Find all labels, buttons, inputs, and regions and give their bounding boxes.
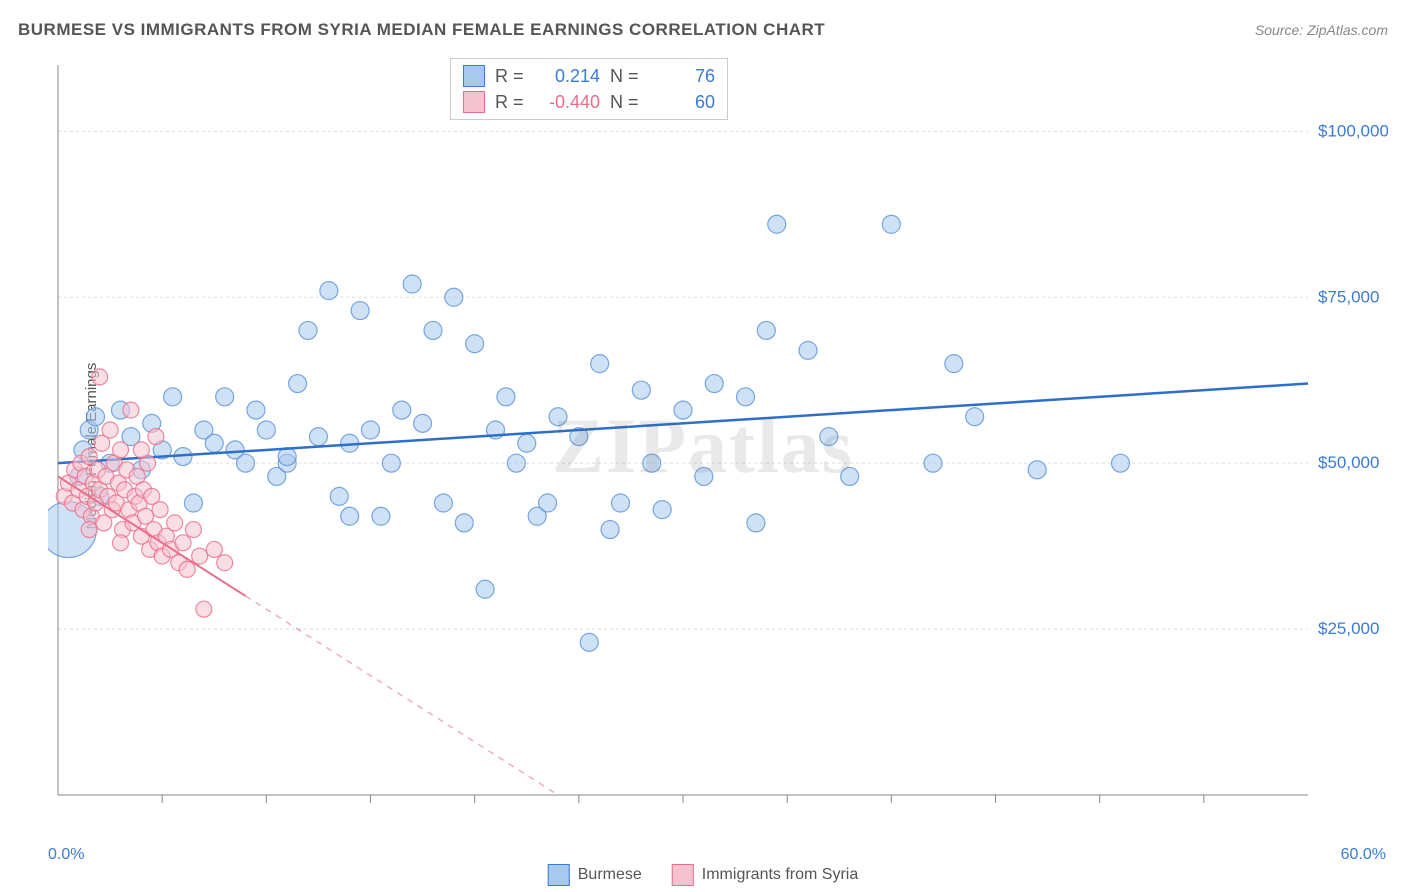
n-value: 60	[650, 92, 715, 113]
legend-label: Immigrants from Syria	[702, 866, 858, 884]
n-label: N =	[610, 92, 640, 113]
legend-swatch-blue	[548, 864, 570, 886]
x-axis-max-label: 60.0%	[1341, 846, 1386, 864]
svg-text:$75,000: $75,000	[1318, 287, 1379, 306]
stats-row: R = -0.440 N = 60	[463, 89, 715, 115]
r-label: R =	[495, 92, 525, 113]
chart-header: BURMESE VS IMMIGRANTS FROM SYRIA MEDIAN …	[18, 20, 1388, 40]
series-legend: Burmese Immigrants from Syria	[548, 864, 859, 886]
r-value: 0.214	[535, 66, 600, 87]
legend-item-syria: Immigrants from Syria	[672, 864, 858, 886]
legend-swatch-blue	[463, 65, 485, 87]
n-label: N =	[610, 66, 640, 87]
r-value: -0.440	[535, 92, 600, 113]
source-attribution: Source: ZipAtlas.com	[1255, 22, 1388, 38]
legend-swatch-pink	[463, 91, 485, 113]
legend-label: Burmese	[578, 866, 642, 884]
chart-plot-area: $25,000 $50,000 $75,000 $100,000	[48, 55, 1388, 825]
legend-swatch-pink	[672, 864, 694, 886]
chart-title: BURMESE VS IMMIGRANTS FROM SYRIA MEDIAN …	[18, 20, 825, 40]
svg-text:$25,000: $25,000	[1318, 619, 1379, 638]
correlation-stats-legend: R = 0.214 N = 76 R = -0.440 N = 60	[450, 58, 728, 120]
n-value: 76	[650, 66, 715, 87]
r-label: R =	[495, 66, 525, 87]
svg-text:$100,000: $100,000	[1318, 121, 1388, 140]
x-axis-min-label: 0.0%	[48, 846, 84, 864]
scatter-plot-svg: $25,000 $50,000 $75,000 $100,000	[48, 55, 1388, 825]
legend-item-burmese: Burmese	[548, 864, 642, 886]
stats-row: R = 0.214 N = 76	[463, 63, 715, 89]
svg-text:$50,000: $50,000	[1318, 453, 1379, 472]
